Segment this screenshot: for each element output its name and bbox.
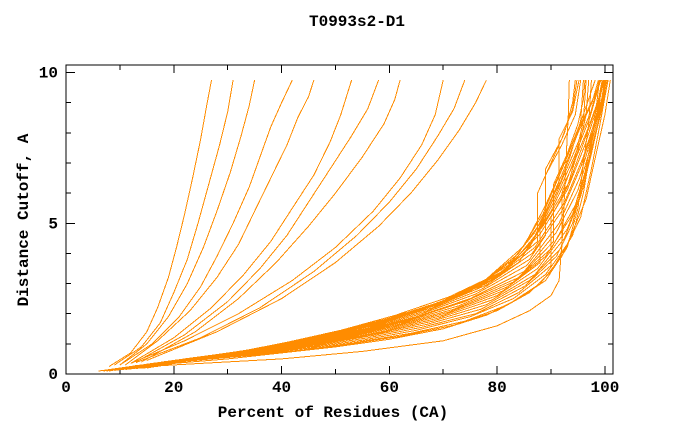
x-axis-label: Percent of Residues (CA) xyxy=(217,404,449,422)
model-curve xyxy=(98,80,570,372)
x-tick-label: 0 xyxy=(61,379,71,397)
model-curve xyxy=(109,80,609,372)
model-curve xyxy=(135,79,380,363)
model-curve xyxy=(119,79,256,366)
y-tick-label: 0 xyxy=(48,366,58,384)
model-curve xyxy=(108,80,212,367)
plot-frame xyxy=(65,64,614,375)
model-curve xyxy=(125,79,315,366)
x-tick-label: 20 xyxy=(164,379,183,397)
model-curve xyxy=(114,80,590,371)
model-curve xyxy=(141,79,401,363)
model-curve xyxy=(135,79,466,363)
model-curve xyxy=(109,80,578,371)
model-curve xyxy=(119,79,293,366)
model-curve xyxy=(146,79,596,369)
x-tick-label: 100 xyxy=(591,379,620,397)
model-curve xyxy=(119,80,587,371)
x-tick-label: 60 xyxy=(380,379,399,397)
x-tick-label: 40 xyxy=(272,379,291,397)
model-curve xyxy=(103,80,592,372)
y-tick-label: 5 xyxy=(48,215,58,233)
model-curve xyxy=(130,79,353,364)
model-curve xyxy=(146,79,487,361)
model-curve xyxy=(114,80,234,366)
chart-title: T0993s2-D1 xyxy=(308,13,406,31)
y-tick-label: 10 xyxy=(39,65,58,83)
x-tick-label: 80 xyxy=(488,379,507,397)
model-curve xyxy=(130,79,444,364)
